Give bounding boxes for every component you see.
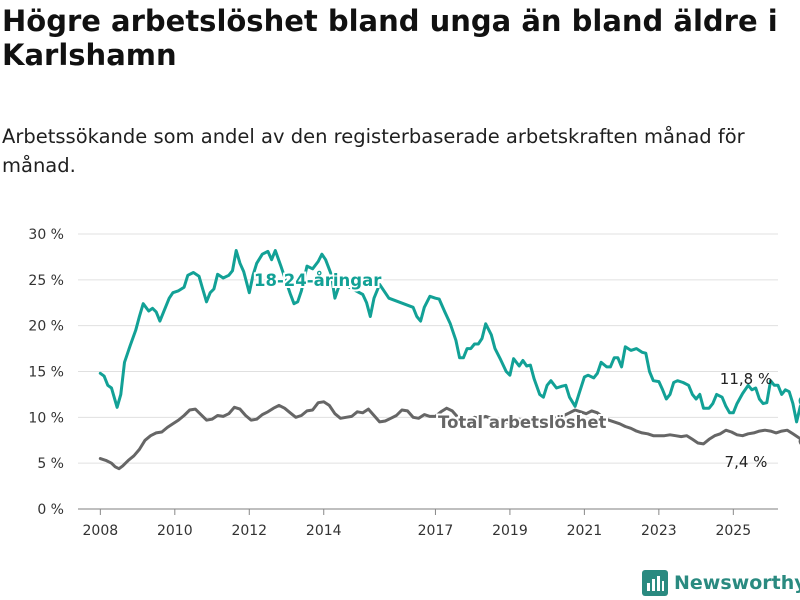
chart-title: Högre arbetslöshet bland unga än bland ä… (2, 4, 778, 72)
x-tick-label: 2012 (231, 523, 267, 539)
series-label-total: Total arbetslöshet (438, 413, 607, 432)
y-tick-label: 0 % (37, 502, 64, 518)
y-tick-label: 20 % (28, 319, 64, 335)
x-tick-label: 2017 (418, 523, 454, 539)
y-tick-label: 15 % (28, 365, 64, 381)
chart-subtitle: Arbetssökande som andel av den registerb… (2, 125, 745, 177)
x-tick-label: 2021 (567, 523, 603, 539)
series-lines (98, 249, 800, 471)
x-tick-label: 2025 (715, 523, 751, 539)
x-tick-label: 2014 (306, 523, 342, 539)
newsworthy-logo: Newsworthy (642, 566, 800, 600)
series-labels: 18-24-åringar Total arbetslöshet 11,8 % 7,4… (252, 269, 772, 471)
x-axis-ticks: 2008 2010 2012 2014 2017 2019 2021 2023 2025 (83, 509, 751, 539)
x-tick-label: 2008 (83, 523, 119, 539)
grid-lines (78, 233, 778, 510)
series-line (98, 400, 800, 471)
y-tick-label: 10 % (28, 410, 64, 426)
y-tick-label: 25 % (28, 273, 64, 289)
x-tick-label: 2010 (157, 523, 193, 539)
series-label-youth: 18-24-åringar (254, 271, 382, 290)
end-label-total: 7,4 % (725, 453, 768, 471)
series-line (98, 249, 800, 424)
end-label-youth: 11,8 % (720, 370, 772, 388)
bar-chart-icon (642, 570, 668, 596)
y-tick-label: 5 % (37, 456, 64, 472)
y-axis-ticks: 0 % 5 % 10 % 15 % 20 % 25 % 30 % (28, 227, 64, 518)
y-tick-label: 30 % (28, 227, 64, 243)
x-tick-label: 2023 (641, 523, 677, 539)
brand-name: Newsworthy (674, 572, 800, 594)
x-tick-label: 2019 (492, 523, 528, 539)
